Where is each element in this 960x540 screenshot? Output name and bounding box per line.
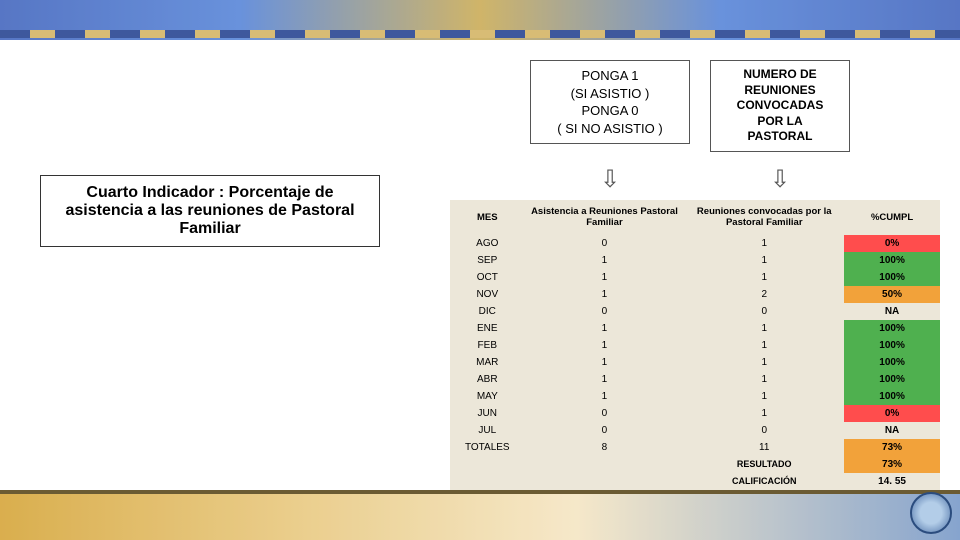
arrow-down-icon: ⇩ [600, 165, 620, 194]
cell-mes: AGO [450, 235, 525, 252]
table-row: NOV1250% [450, 286, 940, 303]
cell-conv: 1 [684, 235, 844, 252]
arrow-down-icon: ⇩ [770, 165, 790, 194]
cell-mes: DIC [450, 303, 525, 320]
bottom-circle-graphic [910, 492, 952, 534]
table-row: JUN010% [450, 405, 940, 422]
cell-mes: JUL [450, 422, 525, 439]
table-row: JUL00NA [450, 422, 940, 439]
cell-asist: 0 [525, 422, 685, 439]
cell-asist: 0 [525, 405, 685, 422]
cell-mes: SEP [450, 252, 525, 269]
cell-conv: 1 [684, 371, 844, 388]
cell-mes: MAY [450, 388, 525, 405]
indicator-title-text: Cuarto Indicador : Porcentaje de asisten… [65, 184, 354, 237]
cell-asist: 1 [525, 337, 685, 354]
cell-asist: 1 [525, 286, 685, 303]
cell-pct: 0% [844, 235, 940, 252]
cell-conv: 1 [684, 252, 844, 269]
table-row: MAY11100% [450, 388, 940, 405]
top-decoration [0, 0, 960, 40]
ponga-line2: (SI ASISTIO ) [535, 85, 685, 103]
ponga-instruction-box: PONGA 1 (SI ASISTIO ) PONGA 0 ( SI NO AS… [530, 60, 690, 144]
header-mes: MES [450, 200, 525, 235]
table-row: SEP11100% [450, 252, 940, 269]
table-totals-row: TOTALES81173% [450, 439, 940, 456]
cell-asist: 1 [525, 320, 685, 337]
numero-reuniones-box: NUMERO DE REUNIONES CONVOCADAS POR LA PA… [710, 60, 850, 152]
ponga-line3: PONGA 0 [535, 102, 685, 120]
cell-conv: 1 [684, 388, 844, 405]
cell-asist: 0 [525, 303, 685, 320]
cell-conv: 2 [684, 286, 844, 303]
ponga-line1: PONGA 1 [535, 67, 685, 85]
cell-pct: 50% [844, 286, 940, 303]
header-conv: Reuniones convocadas por la Pastoral Fam… [684, 200, 844, 235]
bottom-decoration [0, 490, 960, 540]
numero-line4: POR LA [715, 114, 845, 130]
cell-pct: 0% [844, 405, 940, 422]
cell-conv: 0 [684, 303, 844, 320]
ponga-line4: ( SI NO ASISTIO ) [535, 120, 685, 138]
table-resultado-row: RESULTADO73% [450, 456, 940, 473]
table-calificacion-row: CALIFICACIÓN14. 55 [450, 473, 940, 490]
cell-mes: ABR [450, 371, 525, 388]
cell-pct-totals: 73% [844, 439, 940, 456]
cell-asist: 1 [525, 388, 685, 405]
cell-asist: 1 [525, 269, 685, 286]
cell-mes: JUN [450, 405, 525, 422]
table-row: ABR11100% [450, 371, 940, 388]
cell-conv: 1 [684, 320, 844, 337]
cell-asist-totals: 8 [525, 439, 685, 456]
cell-conv: 1 [684, 405, 844, 422]
cell-pct: NA [844, 422, 940, 439]
resultado-value: 73% [844, 456, 940, 473]
table-row: OCT11100% [450, 269, 940, 286]
cell-mes: FEB [450, 337, 525, 354]
cell-asist: 0 [525, 235, 685, 252]
cell-conv: 1 [684, 354, 844, 371]
cell-conv: 1 [684, 337, 844, 354]
cell-asist: 1 [525, 354, 685, 371]
table-row: MAR11100% [450, 354, 940, 371]
numero-line2: REUNIONES [715, 83, 845, 99]
cell-pct: 100% [844, 371, 940, 388]
cell-asist: 1 [525, 252, 685, 269]
table-header-row: MES Asistencia a Reuniones Pastoral Fami… [450, 200, 940, 235]
calificacion-value: 14. 55 [844, 473, 940, 490]
cell-pct: 100% [844, 354, 940, 371]
cell-pct: 100% [844, 388, 940, 405]
cell-mes: NOV [450, 286, 525, 303]
cell-mes: OCT [450, 269, 525, 286]
resultado-label: RESULTADO [684, 456, 844, 473]
cell-pct: 100% [844, 269, 940, 286]
attendance-table: MES Asistencia a Reuniones Pastoral Fami… [450, 200, 940, 490]
cell-asist: 1 [525, 371, 685, 388]
cell-pct: NA [844, 303, 940, 320]
header-asist: Asistencia a Reuniones Pastoral Familiar [525, 200, 685, 235]
indicator-title-box: Cuarto Indicador : Porcentaje de asisten… [40, 175, 380, 247]
cell-conv: 1 [684, 269, 844, 286]
table-row: ENE11100% [450, 320, 940, 337]
numero-line1: NUMERO DE [715, 67, 845, 83]
calificacion-label: CALIFICACIÓN [684, 473, 844, 490]
cell-pct: 100% [844, 252, 940, 269]
cell-pct: 100% [844, 337, 940, 354]
table-row: FEB11100% [450, 337, 940, 354]
table-row: DIC00NA [450, 303, 940, 320]
cell-pct: 100% [844, 320, 940, 337]
header-cumpl: %CUMPL [844, 200, 940, 235]
cell-conv: 0 [684, 422, 844, 439]
cell-conv-totals: 11 [684, 439, 844, 456]
cell-mes: MAR [450, 354, 525, 371]
numero-line5: PASTORAL [715, 129, 845, 145]
cell-mes-totals: TOTALES [450, 439, 525, 456]
table-row: AGO010% [450, 235, 940, 252]
cell-mes: ENE [450, 320, 525, 337]
numero-line3: CONVOCADAS [715, 98, 845, 114]
